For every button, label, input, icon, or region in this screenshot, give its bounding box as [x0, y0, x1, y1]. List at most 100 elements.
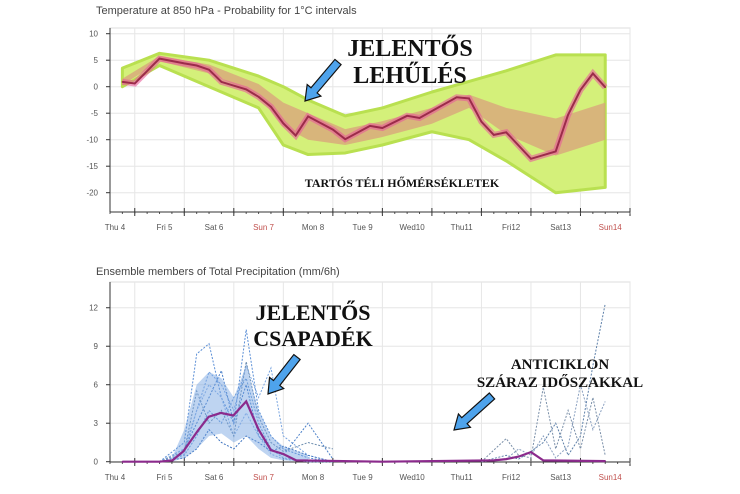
main-series-point — [344, 138, 347, 140]
annotation-anticyclone-line1: ANTICIKLON — [511, 357, 610, 373]
main-series-point — [579, 89, 582, 91]
main-series-point — [530, 157, 532, 160]
mean-series-point — [542, 459, 545, 462]
y-tick-label: -10 — [86, 136, 98, 145]
main-series-point — [121, 81, 124, 83]
precipitation-chart: 0 3 6 9 12 Thu 4 Fri 5 Sat 6 Sun 7 Mon 8 Tue 9 Wed1… — [89, 281, 631, 482]
mean-series-point — [530, 451, 532, 453]
mean-series-point — [295, 459, 298, 462]
x-tick-label: Sun 7 — [253, 223, 274, 232]
x-tick-label: Sun 7 — [253, 473, 274, 482]
main-series-point — [208, 68, 210, 71]
main-series-point — [418, 117, 421, 119]
x-tick-label: Fri12 — [502, 223, 521, 232]
main-series-point — [381, 127, 384, 129]
x-tick-label: Sat 6 — [205, 473, 224, 482]
mean-series-point — [270, 449, 272, 451]
x-tick-label: Thu11 — [451, 223, 474, 232]
x-tick-label: Wed10 — [399, 473, 425, 482]
main-series-point — [480, 120, 483, 123]
x-tick-label: Tue 9 — [352, 223, 373, 232]
annotations: JELENTŐS LEHŰLÉS TARTÓS TÉLI HŐMÉRSÉKLET… — [253, 35, 643, 391]
ensemble-member-line — [159, 383, 333, 463]
main-series-point — [554, 150, 557, 153]
precipitation-chart-title: Ensemble members of Total Precipitation … — [96, 266, 340, 278]
main-series-point — [183, 62, 186, 65]
x-tick-label: Mon 8 — [302, 473, 325, 482]
main-series-point — [455, 96, 458, 99]
main-series-point — [294, 134, 297, 137]
main-series-point — [604, 86, 607, 89]
arrow-icon — [267, 353, 301, 395]
mean-series-point — [232, 414, 235, 417]
main-series-point — [307, 115, 309, 118]
annotation-anticyclone-line2: SZÁRAZ IDŐSZAKKAL — [477, 374, 643, 391]
ensemble-member-line — [481, 384, 606, 463]
x-tick-label: Fri12 — [502, 473, 521, 482]
main-series-point — [369, 125, 371, 127]
y-tick-label: 9 — [94, 342, 99, 351]
x-tick-label: Thu 4 — [105, 473, 126, 482]
x-tick-label: Sat13 — [550, 223, 571, 232]
ensemble-member-line — [481, 387, 606, 463]
temperature-chart: 10 5 0 -5 -10 -15 -20 Thu 4 Fri 5 Sat 6 Sun 7 Mon 8… — [86, 27, 631, 232]
mean-series-point — [121, 460, 124, 463]
ensemble-member-line — [159, 329, 333, 463]
x-tick-label: Thu11 — [451, 473, 474, 482]
main-series-point — [332, 128, 334, 131]
main-series-point — [406, 115, 408, 117]
x-tick-label: Tue 9 — [352, 473, 373, 482]
y-tick-label: 3 — [94, 419, 99, 428]
main-series-point — [220, 81, 223, 83]
y-tick-label: 0 — [94, 83, 99, 92]
main-series-line — [122, 57, 606, 160]
x-tick-label: Wed10 — [399, 223, 425, 232]
mean-series-point — [282, 453, 285, 455]
annotation-winter: TARTÓS TÉLI HŐMÉRSÉKLETEK — [305, 175, 500, 190]
annotation-precip-line1: JELENTŐS — [256, 300, 371, 325]
main-series-point — [493, 134, 495, 136]
annotation-precip-line2: CSAPADÉK — [253, 326, 372, 351]
x-tick-label: Fri 5 — [156, 473, 173, 482]
mean-series-point — [517, 455, 520, 458]
y-tick-label: -20 — [86, 189, 98, 198]
y-tick-label: 10 — [89, 30, 98, 39]
y-tick-label: -15 — [86, 162, 98, 171]
mean-series-point — [245, 400, 247, 403]
main-series-point — [270, 106, 272, 108]
x-tick-label: Sat13 — [550, 473, 571, 482]
main-series-point — [505, 131, 507, 134]
probability-band-inner — [122, 55, 606, 156]
y-tick-label: 6 — [94, 381, 99, 390]
annotation-cooling-line1: JELENTŐS — [347, 35, 472, 62]
mean-series-line — [122, 399, 606, 463]
x-tick-label: Sat 6 — [205, 223, 224, 232]
x-tick-label: Sun14 — [599, 473, 623, 482]
mean-series-point — [171, 459, 174, 462]
mean-series-point — [182, 450, 185, 453]
mean-series-point — [505, 458, 507, 460]
mean-series-point — [158, 460, 161, 463]
main-series-point — [195, 64, 198, 67]
y-tick-label: 12 — [89, 304, 98, 313]
main-series-point — [257, 95, 260, 98]
mean-series-point — [207, 415, 210, 418]
main-series-point — [468, 97, 470, 100]
x-tick-label: Mon 8 — [302, 223, 325, 232]
ensemble-member-line — [159, 377, 333, 463]
mean-series-point — [196, 430, 199, 432]
x-tick-label: Sun14 — [599, 223, 623, 232]
ensemble-spread-area — [171, 365, 309, 462]
x-tick-label: Fri 5 — [156, 223, 173, 232]
annotation-cooling-line2: LEHŰLÉS — [353, 62, 466, 89]
ensemble-member-line — [159, 361, 334, 463]
main-series-point — [282, 122, 285, 125]
main-series-point — [158, 57, 161, 60]
temperature-chart-title: Temperature at 850 hPa - Probability for… — [96, 5, 357, 17]
y-tick-label: 0 — [94, 458, 99, 467]
mean-series-point — [220, 412, 222, 414]
arrow-icon — [304, 58, 342, 102]
main-series-point — [133, 82, 136, 85]
